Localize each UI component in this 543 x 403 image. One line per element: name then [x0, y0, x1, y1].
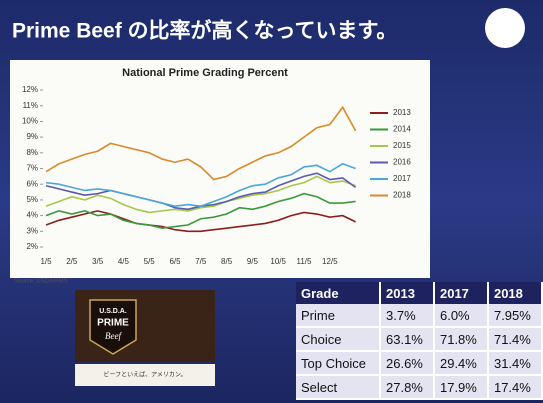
grade-table: Grade 2013 2017 2018 Prime 3.7% 6.0% 7.95% Choic…	[296, 282, 543, 400]
chart-panel	[10, 60, 430, 278]
x-tick-label: 6/5	[169, 257, 181, 266]
chart-title: National Prime Grading Percent	[122, 67, 288, 79]
x-tick-label: 4/5	[118, 257, 130, 266]
table-cell: 27.8%	[380, 375, 435, 400]
table-row: Choice 63.1% 71.8% 71.4%	[296, 327, 543, 352]
slogan: ビーフといえば、アメリカン。	[104, 371, 187, 379]
y-tick-label: 11%	[23, 101, 38, 110]
series-line	[45, 175, 356, 214]
x-tick-label: 8/5	[221, 257, 233, 266]
table-cell: 26.6%	[380, 351, 435, 376]
x-tick-label: 12/5	[322, 257, 338, 266]
legend-label: 2013	[393, 108, 411, 117]
x-tick-label: 3/5	[92, 257, 104, 266]
table-cell: 6.0%	[433, 304, 489, 328]
series-line	[45, 105, 357, 181]
y-tick-label: 10%	[22, 117, 38, 126]
table-cell: 2018	[487, 282, 543, 304]
usda-shield	[89, 299, 137, 355]
y-tick-label: 4%	[26, 211, 38, 220]
series-line	[45, 210, 356, 233]
table-cell: 17.4%	[487, 375, 543, 400]
table-cell: 71.4%	[487, 327, 543, 352]
table-cell: Select	[296, 375, 381, 400]
table-cell: 31.4%	[487, 351, 543, 376]
series-line	[45, 192, 356, 229]
y-tick-label: 6%	[26, 179, 38, 188]
table-cell: 63.1%	[380, 327, 435, 352]
y-tick-label: 3%	[26, 226, 38, 235]
logo-middle: PRIME	[97, 318, 129, 329]
logo-top: U.S.D.A.	[99, 308, 127, 315]
slide-title: Prime Beef の比率が高くなっています。	[12, 19, 397, 43]
x-tick-label: 9/5	[247, 257, 259, 266]
table-row: Top Choice 26.6% 29.4% 31.4%	[296, 351, 543, 376]
y-tick-label: 2%	[26, 242, 38, 251]
y-tick-label: 8%	[26, 148, 38, 157]
table-cell: 2017	[433, 282, 489, 304]
y-tick-label: 12%	[22, 85, 38, 94]
table-cell: Choice	[296, 327, 381, 352]
x-tick-label: 11/5	[297, 257, 313, 266]
x-tick-label: 7/5	[195, 257, 207, 266]
source: Source: USDA/AMS	[14, 279, 68, 285]
table-cell: Prime	[296, 304, 381, 328]
table-row: Prime 3.7% 6.0% 7.95%	[296, 304, 543, 328]
legend-label: 2018	[393, 191, 411, 200]
x-tick-label: 5/5	[144, 257, 156, 266]
table-cell: 3.7%	[380, 304, 435, 328]
y-tick-label: 5%	[26, 195, 38, 204]
slogan-box	[75, 364, 215, 386]
table-cell: Grade	[296, 282, 381, 304]
table-cell: 71.8%	[433, 327, 489, 352]
table-header: Grade 2013 2017 2018	[296, 282, 543, 304]
legend-label: 2017	[393, 174, 411, 183]
legend-label: 2014	[393, 125, 411, 134]
legend-label: 2016	[393, 158, 411, 167]
table-cell: 17.9%	[433, 375, 489, 400]
x-tick-label: 2/5	[66, 257, 78, 266]
y-tick-label: 9%	[26, 132, 38, 141]
table-cell: 2013	[380, 282, 435, 304]
table-cell: 29.4%	[433, 351, 489, 376]
x-tick-label: 10/5	[270, 257, 286, 266]
y-tick-label: 7%	[26, 164, 38, 173]
legend-label: 2015	[393, 141, 411, 150]
logo-bottom: Beef	[105, 331, 122, 341]
table-cell: Top Choice	[296, 351, 381, 376]
table-cell: 7.95%	[487, 304, 543, 328]
table-row: Select 27.8% 17.9% 17.4%	[296, 375, 543, 400]
usmef-logo	[485, 8, 525, 48]
x-tick-label: 1/5	[40, 257, 52, 266]
series-line	[45, 162, 356, 207]
